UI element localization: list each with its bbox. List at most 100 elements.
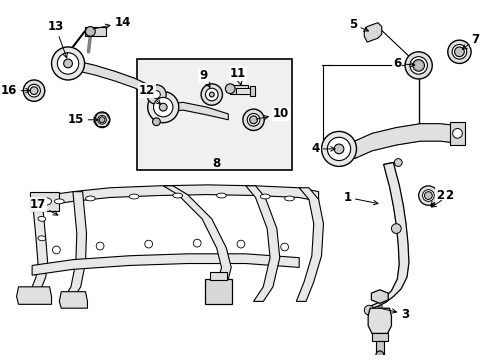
Circle shape: [152, 91, 160, 98]
Text: 2: 2: [430, 189, 443, 206]
Circle shape: [249, 116, 257, 124]
Polygon shape: [296, 188, 323, 301]
Circle shape: [364, 305, 373, 315]
Bar: [84, 27, 106, 36]
Circle shape: [452, 129, 462, 138]
Ellipse shape: [38, 236, 45, 241]
Text: 7: 7: [462, 33, 478, 49]
Ellipse shape: [284, 196, 294, 201]
Ellipse shape: [28, 84, 41, 97]
Ellipse shape: [243, 109, 264, 130]
Ellipse shape: [85, 196, 95, 201]
Bar: [371, 333, 387, 341]
Polygon shape: [32, 185, 318, 207]
Polygon shape: [32, 254, 299, 275]
Text: 15: 15: [68, 113, 98, 126]
Polygon shape: [365, 162, 408, 308]
Ellipse shape: [418, 186, 437, 205]
Text: 8: 8: [212, 157, 220, 170]
Ellipse shape: [51, 47, 84, 80]
Ellipse shape: [153, 98, 173, 117]
Polygon shape: [79, 62, 156, 98]
Ellipse shape: [38, 216, 45, 221]
Ellipse shape: [333, 144, 343, 154]
Text: 10: 10: [256, 107, 288, 121]
Ellipse shape: [216, 193, 226, 198]
Polygon shape: [371, 290, 387, 303]
Ellipse shape: [23, 80, 44, 101]
Polygon shape: [367, 308, 391, 333]
Circle shape: [454, 47, 463, 57]
Ellipse shape: [247, 113, 259, 126]
Text: 16: 16: [1, 84, 30, 97]
Text: 1: 1: [343, 191, 377, 205]
Circle shape: [375, 351, 383, 359]
Ellipse shape: [147, 92, 179, 123]
Circle shape: [225, 84, 235, 94]
Polygon shape: [354, 124, 457, 159]
Circle shape: [144, 240, 152, 248]
Text: 13: 13: [47, 20, 67, 58]
Polygon shape: [163, 186, 231, 298]
Circle shape: [30, 87, 38, 95]
Circle shape: [237, 240, 244, 248]
Text: 11: 11: [229, 67, 245, 85]
Ellipse shape: [129, 194, 139, 199]
Polygon shape: [364, 23, 381, 42]
Text: 14: 14: [93, 16, 131, 29]
Bar: [30, 192, 59, 211]
Bar: [204, 279, 232, 304]
Ellipse shape: [326, 137, 350, 161]
Polygon shape: [66, 192, 86, 294]
Circle shape: [146, 85, 166, 104]
Ellipse shape: [63, 59, 72, 68]
Circle shape: [99, 117, 105, 123]
Bar: [249, 86, 255, 95]
Text: 3: 3: [382, 307, 408, 320]
Bar: [209, 272, 227, 280]
Ellipse shape: [54, 199, 64, 204]
Ellipse shape: [260, 194, 269, 199]
Ellipse shape: [94, 112, 110, 127]
Circle shape: [193, 239, 201, 247]
Ellipse shape: [38, 198, 51, 205]
Text: 12: 12: [138, 84, 160, 104]
Circle shape: [85, 27, 95, 36]
Circle shape: [52, 246, 60, 254]
Ellipse shape: [451, 45, 466, 59]
Text: 2: 2: [431, 189, 452, 207]
Bar: [236, 88, 249, 94]
Ellipse shape: [321, 131, 356, 166]
Polygon shape: [245, 186, 279, 301]
Polygon shape: [17, 287, 51, 304]
Ellipse shape: [201, 84, 222, 105]
Polygon shape: [24, 198, 47, 292]
Bar: [230, 85, 247, 94]
Text: 6: 6: [392, 57, 414, 70]
Polygon shape: [170, 102, 228, 120]
Text: 4: 4: [311, 143, 334, 156]
Circle shape: [280, 243, 288, 251]
Ellipse shape: [205, 88, 218, 101]
Ellipse shape: [159, 103, 167, 111]
Circle shape: [391, 224, 400, 233]
Ellipse shape: [98, 116, 106, 124]
Text: 17: 17: [30, 198, 58, 215]
Circle shape: [412, 59, 424, 71]
Ellipse shape: [404, 52, 431, 79]
Circle shape: [152, 118, 160, 126]
Text: 9: 9: [199, 69, 209, 87]
Bar: [137, 59, 292, 170]
Ellipse shape: [447, 40, 470, 63]
Circle shape: [424, 192, 431, 199]
Ellipse shape: [209, 92, 214, 97]
Polygon shape: [59, 292, 87, 308]
Text: 5: 5: [348, 18, 368, 31]
Ellipse shape: [57, 53, 79, 74]
Ellipse shape: [173, 193, 183, 198]
Bar: [449, 122, 464, 145]
Ellipse shape: [409, 57, 427, 74]
Bar: [375, 341, 383, 355]
Ellipse shape: [422, 190, 433, 201]
Circle shape: [393, 159, 401, 166]
